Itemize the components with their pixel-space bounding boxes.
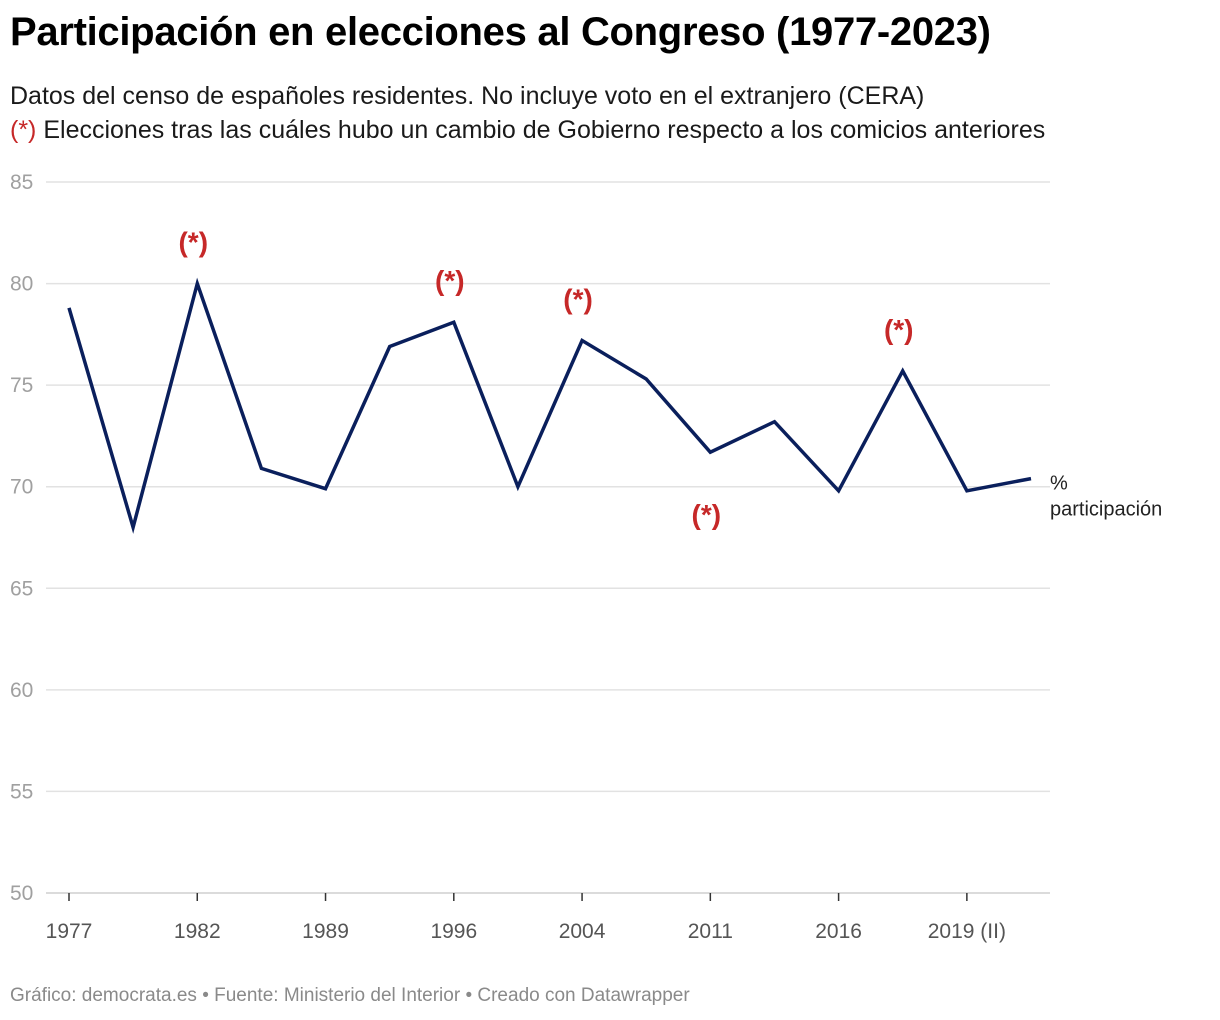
y-tick-label: 55 — [10, 780, 33, 803]
y-axis: 50 55 60 65 70 75 80 85 — [10, 171, 33, 905]
x-tick-label: 2019 (II) — [928, 920, 1006, 943]
x-tick-label: 2011 — [688, 920, 733, 943]
y-tick-label: 70 — [10, 476, 33, 499]
x-tick-label: 1982 — [174, 920, 221, 943]
x-tick-label: 1996 — [430, 920, 477, 943]
annotation-marker: (*) — [692, 499, 722, 530]
x-tick-label: 1977 — [46, 920, 93, 943]
y-tick-label: 80 — [10, 273, 33, 296]
series-line — [67, 277, 1032, 534]
y-tick-label: 60 — [10, 679, 33, 702]
y-tick-label: 75 — [10, 374, 33, 397]
annotation-marker: (*) — [563, 283, 593, 314]
subtitle-note-text: Elecciones tras las cuáles hubo un cambi… — [36, 116, 1046, 144]
y-tick-label: 85 — [10, 171, 33, 194]
x-tick-label: 1989 — [302, 920, 349, 943]
chart-subtitle: Datos del censo de españoles residentes.… — [10, 82, 925, 110]
annotation-marker: (*) — [884, 314, 914, 345]
series-layer: % participación — [67, 277, 1162, 534]
y-tick-label: 50 — [10, 882, 33, 905]
series-label: % — [1050, 473, 1068, 495]
chart-footer: Gráfico: democrata.es • Fuente: Minister… — [10, 985, 690, 1006]
annotation-marker: (*) — [178, 227, 208, 258]
series-label: participación — [1050, 499, 1162, 521]
x-axis: 1977 1982 1989 1996 2004 2011 2016 2019 (II) — [46, 893, 1006, 943]
y-tick-label: 65 — [10, 577, 33, 600]
grid-lines — [46, 181, 1050, 894]
chart-subtitle-note: (*) Elecciones tras las cuáles hubo un c… — [10, 116, 1045, 145]
subtitle-marker: (*) — [10, 116, 37, 144]
annotation-marker: (*) — [435, 265, 465, 296]
x-tick-label: 2004 — [559, 920, 606, 943]
x-tick-label: 2016 — [815, 920, 862, 943]
chart-title: Participación en elecciones al Congreso … — [10, 10, 991, 54]
annotations: (*) (*) (*) (*) (*) — [178, 227, 913, 531]
